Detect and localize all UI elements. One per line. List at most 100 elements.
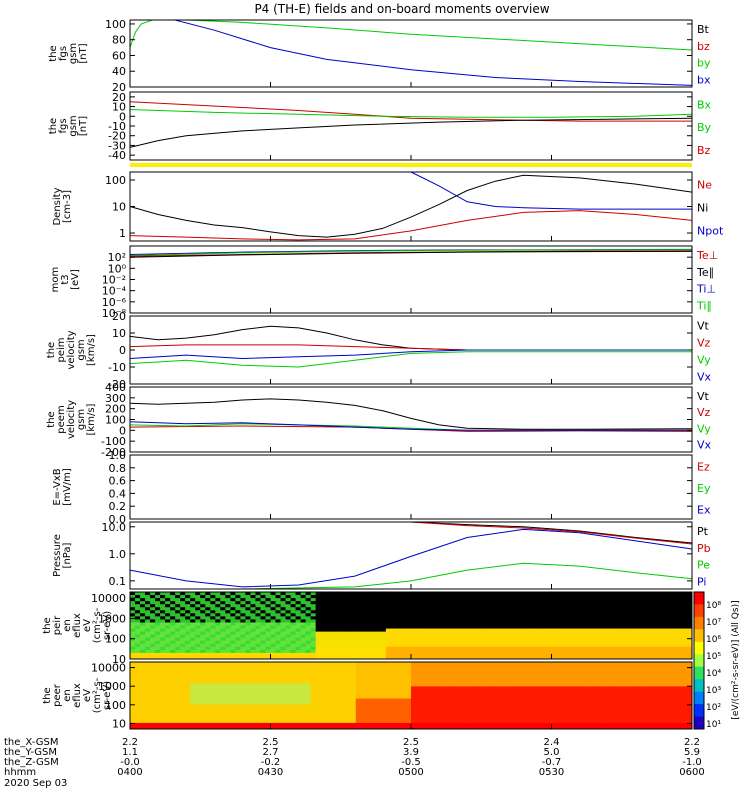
spectrogram-cell (321, 668, 327, 672)
spectrogram-cell (210, 653, 216, 657)
spectrogram-cell (476, 665, 482, 669)
spectrogram-cell (587, 674, 593, 678)
spectrogram-cell (296, 647, 302, 651)
spectrogram-cell (150, 613, 156, 617)
spectrogram-cell (185, 686, 191, 690)
spectrogram-cell (160, 626, 166, 630)
spectrogram-cell (501, 641, 507, 645)
spectrogram-cell (461, 635, 467, 639)
spectrogram-cell (331, 711, 337, 715)
spectrogram-cell (441, 665, 447, 669)
spectrogram-cell (667, 644, 673, 648)
spectrogram-cell (356, 686, 362, 690)
spectrogram-cell (446, 616, 452, 620)
spectrogram-cell (311, 692, 317, 696)
spectrogram-cell (311, 641, 317, 645)
spectrogram-cell (486, 604, 492, 608)
spectrogram-cell (451, 668, 457, 672)
spectrogram-cell (301, 598, 307, 602)
spectrogram-cell (225, 708, 231, 712)
spectrogram-cell (496, 680, 502, 684)
spectrogram-cell (456, 723, 462, 727)
spectrogram-cell (185, 680, 191, 684)
spectrogram-cell (135, 635, 141, 639)
spectrogram-cell (281, 626, 287, 630)
spectrogram-cell (466, 689, 472, 693)
spectrogram-cell (521, 592, 527, 596)
spectrogram-cell (401, 644, 407, 648)
spectrogram-cell (376, 604, 382, 608)
spectrogram-cell (311, 702, 317, 706)
spectrogram-cell (301, 692, 307, 696)
spectrogram-cell (195, 619, 201, 623)
spectrogram-cell (260, 714, 266, 718)
spectrogram-cell (366, 616, 372, 620)
spectrogram-cell (135, 665, 141, 669)
spectrogram-cell (296, 668, 302, 672)
spectrogram-cell (366, 641, 372, 645)
spectrogram-cell (265, 619, 271, 623)
spectrogram-cell (306, 720, 312, 724)
spectrogram-cell (336, 616, 342, 620)
spectrogram-cell (541, 683, 547, 687)
spectrogram-cell (536, 626, 542, 630)
spectrogram-cell (205, 705, 211, 709)
spectrogram-cell (597, 598, 603, 602)
spectrogram-cell (331, 686, 337, 690)
spectrogram-cell (386, 595, 392, 599)
spectrogram-cell (135, 668, 141, 672)
spectrogram-cell (446, 662, 452, 666)
spectrogram-cell (351, 613, 357, 617)
spectrogram-cell (346, 683, 352, 687)
y-tick-label: 100 (105, 18, 126, 31)
spectrogram-cell (150, 638, 156, 642)
spectrogram-cell (255, 717, 261, 721)
spectrogram-cell (341, 723, 347, 727)
spectrogram-cell (230, 635, 236, 639)
spectrogram-cell (331, 604, 337, 608)
spectrogram-cell (401, 601, 407, 605)
spectrogram-cell (185, 635, 191, 639)
spectrogram-cell (562, 720, 568, 724)
spectrogram-cell (521, 671, 527, 675)
spectrogram-cell (286, 665, 292, 669)
spectrogram-cell (180, 674, 186, 678)
spectrogram-cell (552, 592, 558, 596)
spectrogram-cell (210, 714, 216, 718)
spectrogram-cell (587, 592, 593, 596)
spectrogram-cell (617, 720, 623, 724)
spectrogram-cell (622, 607, 628, 611)
spectrogram-cell (381, 692, 387, 696)
spectrogram-cell (511, 689, 517, 693)
spectrogram-cell (557, 686, 563, 690)
spectrogram-cell (160, 680, 166, 684)
spectrogram-cell (245, 711, 251, 715)
spectrogram-cell (215, 683, 221, 687)
spectrogram-cell (546, 610, 552, 614)
spectrogram-cell (311, 647, 317, 651)
spectrogram-cell (306, 677, 312, 681)
panel-frame (130, 387, 692, 452)
spectrogram-cell (165, 680, 171, 684)
spectrogram-cell (526, 650, 532, 654)
spectrogram-cell (531, 592, 537, 596)
spectrogram-cell (311, 717, 317, 721)
spectrogram-cell (381, 647, 387, 651)
spectrogram-cell (286, 708, 292, 712)
spectrogram-cell (361, 592, 367, 596)
spectrogram-cell (306, 635, 312, 639)
spectrogram-cell (511, 699, 517, 703)
spectrogram-cell (617, 702, 623, 706)
spectrogram-cell (311, 686, 317, 690)
spectrogram-cell (281, 647, 287, 651)
spectrogram-cell (351, 595, 357, 599)
spectrogram-cell (416, 680, 422, 684)
spectrogram-cell (145, 626, 151, 630)
spectrogram-cell (431, 671, 437, 675)
spectrogram-cell (160, 702, 166, 706)
spectrogram-cell (240, 702, 246, 706)
spectrogram-cell (331, 708, 337, 712)
spectrogram-cell (582, 610, 588, 614)
spectrogram-cell (145, 699, 151, 703)
spectrogram-cell (286, 650, 292, 654)
